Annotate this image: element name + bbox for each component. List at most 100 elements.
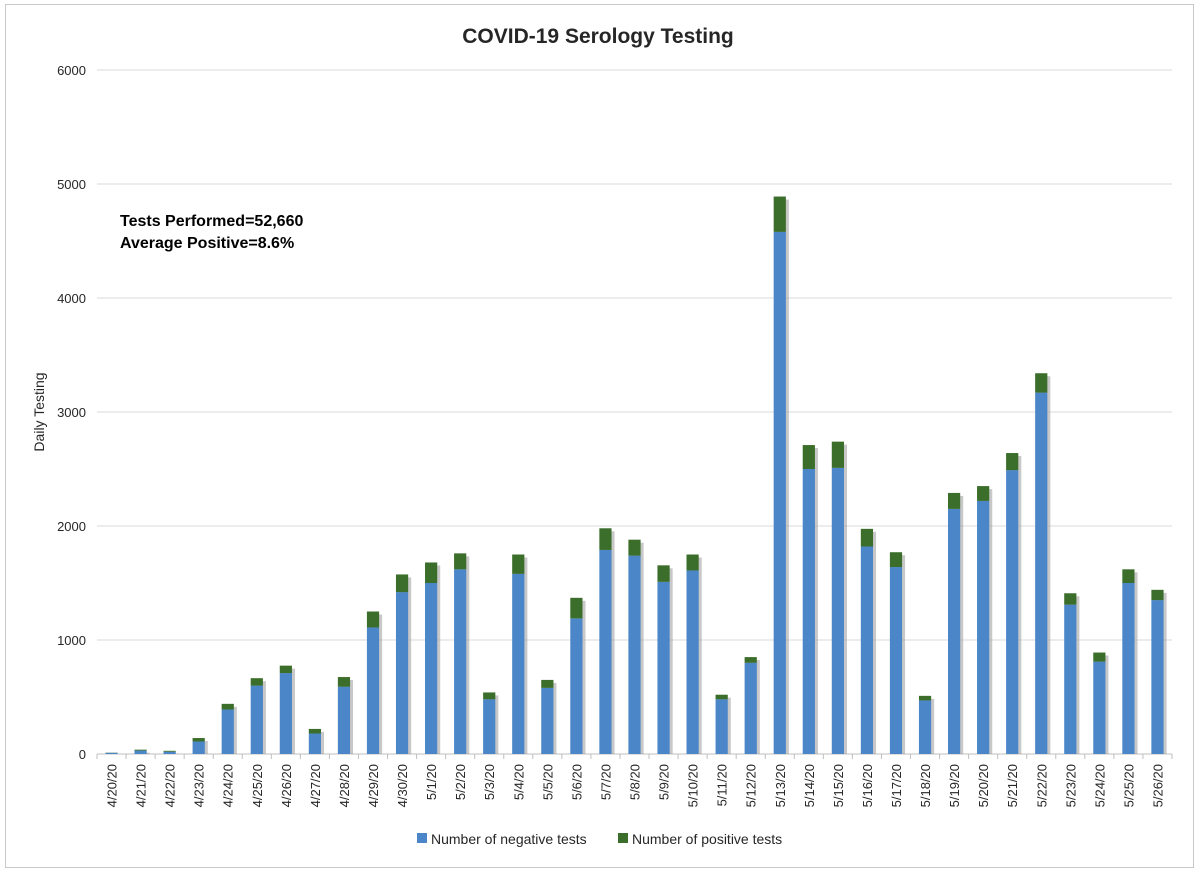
x-tick-label: 4/21/20 <box>134 764 149 807</box>
x-tick-label: 5/1/20 <box>424 764 439 800</box>
x-tick-label: 5/14/20 <box>802 764 817 807</box>
x-tick-label: 5/9/20 <box>657 764 672 800</box>
x-tick-label: 5/2/20 <box>453 764 468 800</box>
bar-negative <box>163 751 176 754</box>
y-tick-label: 6000 <box>57 63 86 78</box>
x-tick-label: 5/21/20 <box>1005 764 1020 807</box>
bar-positive <box>250 678 263 686</box>
gridlines <box>97 69 1172 755</box>
bar-negative <box>250 685 263 754</box>
x-tick-label: 4/25/20 <box>250 764 265 807</box>
bar-negative <box>977 500 990 754</box>
x-tick-label: 4/30/20 <box>395 764 410 807</box>
x-tick-label: 5/11/20 <box>715 764 730 806</box>
bar-positive <box>1035 373 1048 393</box>
annotation-tests-performed: Tests Performed=52,660 <box>120 213 303 230</box>
bars <box>105 196 1167 755</box>
bar-negative <box>1035 392 1048 754</box>
y-tick-label: 5000 <box>57 177 86 192</box>
bar-positive <box>599 528 612 550</box>
bar-positive <box>1006 453 1019 471</box>
chart-title: COVID-19 Serology Testing <box>462 25 734 48</box>
x-tick-label: 5/25/20 <box>1121 764 1136 807</box>
legend-swatch-positive <box>618 833 628 843</box>
bar-negative <box>512 573 525 754</box>
bar-positive <box>512 554 525 574</box>
bar-positive <box>483 692 496 700</box>
bar-positive <box>686 554 699 571</box>
bar-positive <box>977 486 990 501</box>
bar-negative <box>454 569 467 754</box>
bar-positive <box>715 694 728 700</box>
bar-negative <box>192 741 205 754</box>
bar-negative <box>831 467 844 754</box>
x-tick-label: 5/15/20 <box>831 764 846 807</box>
bar-positive <box>831 441 844 468</box>
bar-negative <box>395 592 409 754</box>
x-tick-label: 4/26/20 <box>279 764 294 807</box>
bar-positive <box>657 565 670 582</box>
x-tick-label: 5/26/20 <box>1150 764 1165 807</box>
x-tick-label: 5/23/20 <box>1063 764 1078 807</box>
annotation-average-positive: Average Positive=8.6% <box>120 235 294 252</box>
legend: Number of negative tests Number of posit… <box>417 831 782 847</box>
bar-negative <box>1064 604 1077 754</box>
x-tick-label: 5/12/20 <box>744 764 759 807</box>
bar-negative <box>599 549 612 754</box>
x-tick-label: 5/18/20 <box>918 764 933 807</box>
bar-negative <box>947 508 961 754</box>
bar-positive <box>221 703 234 710</box>
bar-positive <box>860 528 874 547</box>
bar-negative <box>366 627 380 754</box>
bar-positive <box>279 665 292 674</box>
bar-positive <box>773 196 786 232</box>
bar-positive <box>192 738 205 742</box>
x-tick-label: 5/6/20 <box>569 764 584 800</box>
bar-negative <box>425 583 438 754</box>
x-tick-label: 4/28/20 <box>337 764 352 807</box>
bar-positive <box>1064 593 1077 605</box>
bar-positive <box>425 562 438 583</box>
x-tick-label: 4/20/20 <box>105 764 120 807</box>
bar-positive <box>454 553 467 570</box>
bar-negative <box>1093 661 1106 754</box>
legend-swatch-negative <box>417 833 427 843</box>
bar-positive <box>947 492 961 509</box>
bar-negative <box>686 570 699 754</box>
bar-negative <box>657 581 670 754</box>
bar-positive <box>1122 569 1135 583</box>
bar-positive <box>134 749 147 751</box>
x-tick-label: 4/24/20 <box>221 764 236 807</box>
x-tick-label: 5/13/20 <box>773 764 788 807</box>
y-tick-label: 1000 <box>57 633 86 648</box>
y-axis-label: Daily Testing <box>31 372 47 451</box>
bar-negative <box>744 662 757 754</box>
bar-negative <box>105 752 118 754</box>
bar-negative <box>1151 600 1164 754</box>
x-tick-label: 5/22/20 <box>1034 764 1049 807</box>
y-tick-label: 3000 <box>57 405 86 420</box>
legend-label-positive: Number of positive tests <box>632 831 782 847</box>
bar-negative <box>1122 583 1135 754</box>
x-tick-label: 4/27/20 <box>308 764 323 807</box>
bar-negative <box>279 673 292 754</box>
bar-positive <box>918 695 932 701</box>
x-tick-label: 4/22/20 <box>163 764 178 807</box>
bar-negative <box>337 686 351 754</box>
x-tick-label: 5/24/20 <box>1092 764 1107 807</box>
bar-negative <box>483 699 496 754</box>
bar-positive <box>163 750 176 752</box>
x-tick-label: 5/3/20 <box>482 764 497 800</box>
x-tick-label: 4/23/20 <box>192 764 207 807</box>
bar-negative <box>570 618 583 754</box>
bar-positive <box>744 657 757 663</box>
y-tick-label: 0 <box>79 747 86 762</box>
y-tick-label: 2000 <box>57 519 86 534</box>
x-axis-ticks: 4/20/20 4/21/20 4/22/20 4/23/20 4/24/20 4/25/… <box>96 754 1173 807</box>
bar-positive <box>802 445 815 469</box>
x-tick-label: 5/7/20 <box>598 764 613 800</box>
y-tick-label: 4000 <box>57 291 86 306</box>
bar-negative <box>541 687 554 754</box>
x-tick-label: 5/17/20 <box>889 764 904 807</box>
